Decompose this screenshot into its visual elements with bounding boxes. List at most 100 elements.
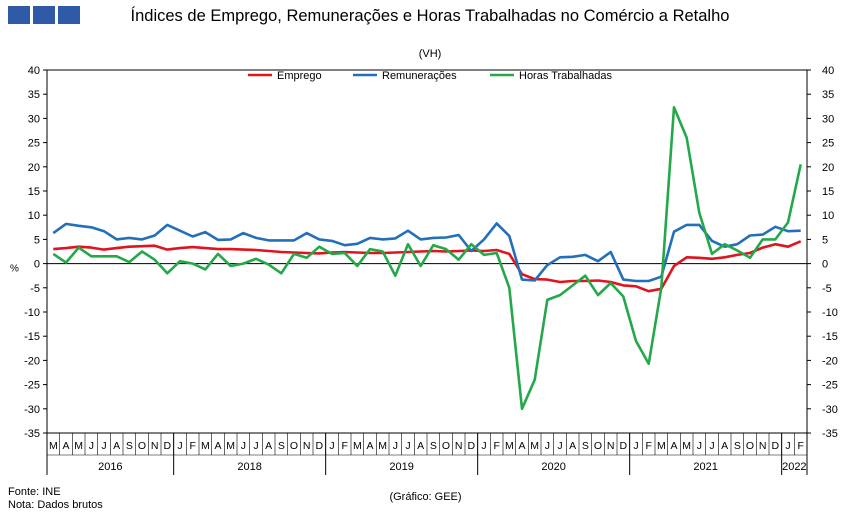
- month-label: N: [455, 440, 463, 452]
- month-label: O: [594, 440, 602, 452]
- month-label: A: [417, 440, 424, 452]
- month-label: J: [253, 440, 258, 452]
- y-tick-label-left: 10: [28, 210, 40, 222]
- month-label: F: [493, 440, 499, 452]
- month-label: D: [620, 440, 628, 452]
- month-label: J: [785, 440, 790, 452]
- month-label: J: [329, 440, 334, 452]
- month-label: S: [278, 440, 285, 452]
- month-label: M: [226, 440, 235, 452]
- month-label: O: [138, 440, 146, 452]
- y-tick-label-right: 20: [822, 162, 834, 174]
- year-label: 2018: [237, 461, 261, 473]
- month-label: F: [341, 440, 347, 452]
- year-label: 2021: [693, 461, 717, 473]
- month-label: J: [241, 440, 246, 452]
- month-label: A: [721, 440, 728, 452]
- y-tick-label-left: -30: [24, 404, 40, 416]
- y-tick-label-right: -25: [822, 380, 838, 392]
- legend-label: Emprego: [277, 70, 322, 82]
- y-tick-label-right: -20: [822, 355, 838, 367]
- month-label: A: [670, 440, 677, 452]
- month-label: M: [49, 440, 58, 452]
- y-tick-label-left: 15: [28, 186, 40, 198]
- legend-label: Remunerações: [382, 70, 457, 82]
- y-tick-label-left: 20: [28, 162, 40, 174]
- y-tick-label-left: -10: [24, 307, 40, 319]
- y-tick-label-left: 40: [28, 65, 40, 77]
- month-label: F: [189, 440, 195, 452]
- y-tick-label-right: 5: [822, 234, 828, 246]
- month-label: J: [709, 440, 714, 452]
- month-label: M: [505, 440, 514, 452]
- month-label: M: [74, 440, 83, 452]
- y-tick-label-left: 5: [34, 234, 40, 246]
- month-label: J: [481, 440, 486, 452]
- month-label: M: [530, 440, 539, 452]
- month-label: N: [607, 440, 615, 452]
- month-label: S: [582, 440, 589, 452]
- month-label: A: [62, 440, 69, 452]
- logo-block: [58, 6, 80, 24]
- y-tick-label-right: -35: [822, 428, 838, 440]
- logo-block: [33, 6, 55, 24]
- month-label: J: [405, 440, 410, 452]
- month-label: J: [633, 440, 638, 452]
- month-label: S: [430, 440, 437, 452]
- month-label: J: [697, 440, 702, 452]
- month-label: S: [126, 440, 133, 452]
- month-label: F: [645, 440, 651, 452]
- month-label: A: [366, 440, 373, 452]
- month-label: O: [442, 440, 450, 452]
- y-tick-label-right: -15: [822, 331, 838, 343]
- month-label: J: [101, 440, 106, 452]
- month-label: A: [214, 440, 221, 452]
- month-label: J: [393, 440, 398, 452]
- month-label: M: [201, 440, 210, 452]
- y-tick-label-right: 15: [822, 186, 834, 198]
- month-label: O: [290, 440, 298, 452]
- chart-title: Índices de Emprego, Remunerações e Horas…: [130, 7, 730, 25]
- month-label: D: [772, 440, 780, 452]
- ine-logo: [8, 6, 80, 24]
- y-axis-label: %: [10, 264, 19, 275]
- month-label: J: [557, 440, 562, 452]
- y-tick-label-right: 10: [822, 210, 834, 222]
- series-line-horas-trabalhadas: [52, 106, 802, 411]
- year-label: 2016: [98, 461, 122, 473]
- month-label: A: [518, 440, 525, 452]
- year-label: 2020: [541, 461, 565, 473]
- y-tick-label-left: -5: [30, 283, 40, 295]
- legend-label: Horas Trabalhadas: [519, 70, 612, 82]
- y-tick-label-left: -35: [24, 428, 40, 440]
- y-tick-label-left: -25: [24, 380, 40, 392]
- y-tick-label-left: 25: [28, 138, 40, 150]
- month-label: M: [378, 440, 387, 452]
- month-label: D: [316, 440, 324, 452]
- month-label: N: [151, 440, 159, 452]
- source-note: Fonte: INE: [8, 486, 61, 498]
- series-line-remunera-es: [52, 222, 801, 283]
- month-label: M: [682, 440, 691, 452]
- month-label: O: [746, 440, 754, 452]
- month-label: N: [759, 440, 767, 452]
- month-label: M: [657, 440, 666, 452]
- data-note: Nota: Dados brutos: [8, 499, 103, 511]
- y-tick-label-right: 35: [822, 89, 834, 101]
- month-label: D: [164, 440, 172, 452]
- y-tick-label-right: -10: [822, 307, 838, 319]
- chart-subtitle: (VH): [418, 48, 442, 60]
- y-tick-label-left: 0: [34, 259, 40, 271]
- y-tick-label-right: 30: [822, 113, 834, 125]
- month-label: S: [734, 440, 741, 452]
- month-label: J: [177, 440, 182, 452]
- year-label: 2022: [782, 461, 806, 473]
- graph-credit: (Gráfico: GEE): [389, 491, 462, 503]
- month-label: A: [569, 440, 576, 452]
- series-line-emprego: [53, 240, 802, 293]
- month-label: N: [303, 440, 311, 452]
- y-tick-label-right: 0: [822, 259, 828, 271]
- y-tick-label-right: 25: [822, 138, 834, 150]
- month-label: A: [265, 440, 272, 452]
